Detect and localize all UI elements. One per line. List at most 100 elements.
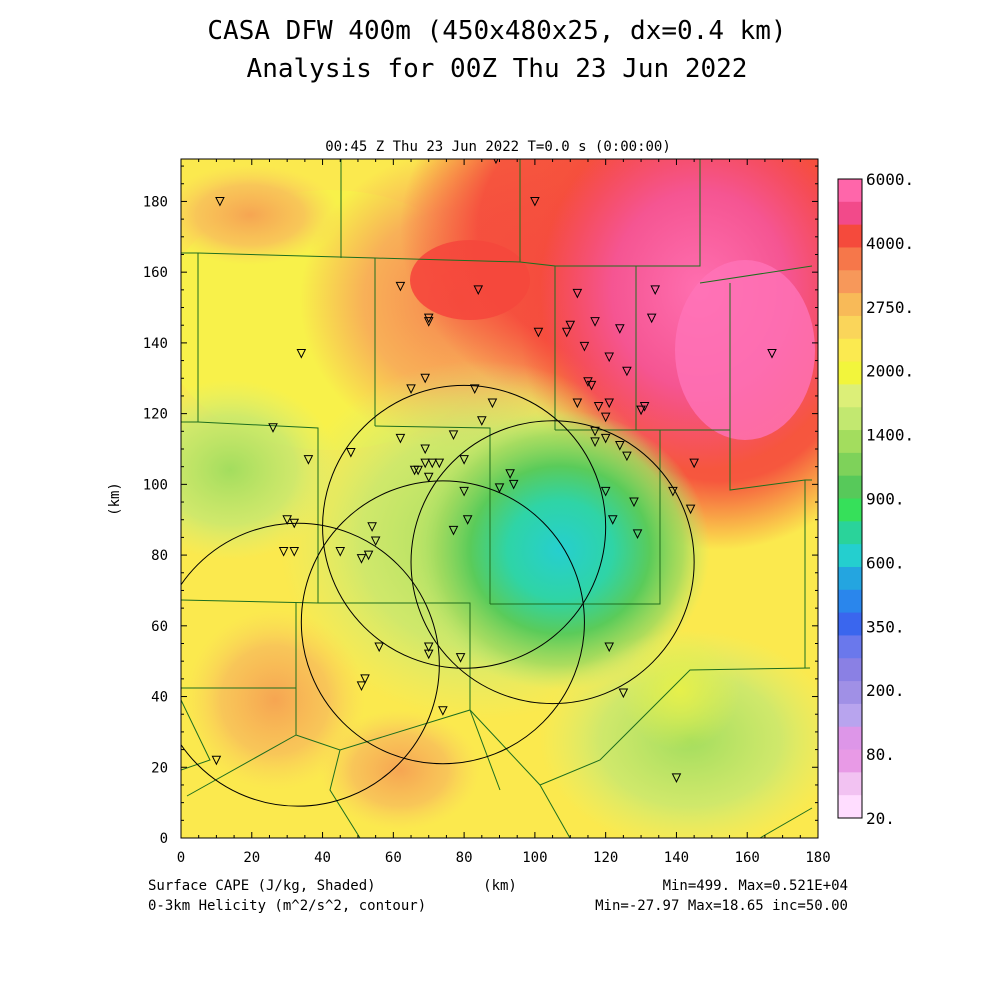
x-tick-label: 80	[456, 850, 473, 866]
radar-ring-0	[410, 420, 695, 705]
colorbar-swatch	[838, 247, 862, 271]
x-axis-label: (km)	[483, 878, 517, 894]
station-marker	[600, 433, 611, 444]
station-marker	[423, 317, 434, 327]
station-marker	[448, 430, 459, 440]
chart-subtitle: Analysis for 00Z Thu 23 Jun 2022	[247, 54, 748, 84]
colorbar-label: 1400.	[866, 426, 914, 445]
station-marker	[278, 547, 289, 557]
colorbar-label: 900.	[866, 490, 905, 509]
station-marker	[455, 653, 466, 663]
x-tick-label: 140	[664, 850, 689, 866]
station-marker	[268, 423, 278, 433]
station-marker	[438, 706, 448, 716]
y-tick-label: 140	[143, 336, 168, 352]
station-marker	[636, 405, 646, 416]
colorbar: 6000. 4000. 2750. 2000. 1400. 900. 600. 350. 200…	[837, 170, 914, 828]
station-marker	[395, 433, 406, 444]
x-tick-label: 0	[177, 850, 185, 866]
station-marker	[335, 547, 346, 557]
county-boundaries	[181, 159, 813, 838]
colorbar-label: 2750.	[866, 298, 914, 317]
y-tick-label: 40	[151, 690, 168, 706]
station-marker	[395, 281, 406, 292]
station-marker	[356, 681, 367, 692]
colorbar-swatch	[838, 407, 862, 431]
station-marker	[469, 384, 480, 394]
colorbar-swatch	[838, 498, 862, 522]
colorbar-label: 4000.	[866, 234, 914, 253]
radar-rings	[181, 384, 695, 807]
station-marker	[586, 380, 597, 391]
station-marker	[561, 327, 572, 338]
station-marker	[427, 458, 438, 469]
x-tick-label: 40	[314, 850, 331, 866]
station-marker	[590, 426, 600, 437]
y-tick-label: 20	[151, 760, 168, 776]
colorbar-swatch	[838, 635, 862, 659]
colorbar-swatch	[838, 179, 862, 203]
colorbar-swatch	[838, 452, 862, 477]
colorbar-swatch	[838, 749, 862, 773]
y-axis: 0 20 40 60 80 100 120 140 160 180	[143, 165, 818, 847]
station-marker	[423, 649, 434, 660]
station-marker	[668, 486, 678, 497]
y-tick-label: 100	[143, 477, 168, 493]
colorbar-swatch	[838, 201, 862, 226]
colorbar-swatch	[838, 361, 862, 385]
colorbar-swatch	[838, 521, 862, 545]
y-tick-label: 120	[143, 407, 168, 423]
x-axis: 0 20 40 60 80 100 120 140 160 180	[177, 159, 831, 866]
station-marker	[650, 285, 661, 295]
station-marker	[572, 288, 583, 299]
station-marker	[434, 458, 445, 469]
station-marker	[211, 755, 222, 766]
station-marker	[303, 455, 314, 465]
footer-helicity-stats: Min=-27.97 Max=18.65 inc=50.00	[595, 898, 848, 914]
colorbar-swatch	[838, 772, 862, 796]
colorbar-label: 600.	[866, 553, 905, 572]
colorbar-swatch	[838, 566, 862, 591]
plot-time-label: 00:45 Z Thu 23 Jun 2022 T=0.0 s (0:00:00…	[325, 139, 671, 155]
station-marker	[282, 515, 292, 525]
station-marker	[420, 444, 430, 455]
x-tick-label: 160	[735, 850, 760, 866]
station-marker	[579, 341, 590, 352]
y-axis-label: (km)	[107, 482, 123, 516]
colorbar-swatch	[838, 224, 862, 248]
station-marker	[629, 497, 639, 508]
station-marker	[593, 402, 604, 412]
station-marker	[604, 352, 615, 363]
station-marker	[590, 317, 600, 327]
chart-title: CASA DFW 400m (450x480x25, dx=0.4 km)	[207, 16, 786, 46]
station-marker	[767, 349, 777, 359]
station-marker	[604, 398, 615, 409]
station-marker	[533, 327, 544, 338]
station-marker	[367, 522, 377, 532]
station-marker	[615, 324, 625, 334]
colorbar-swatch	[838, 315, 862, 340]
colorbar-swatch	[838, 658, 862, 682]
station-marker	[618, 688, 629, 699]
station-marker	[356, 554, 367, 564]
station-marker	[639, 402, 650, 412]
colorbar-label: 6000.	[866, 170, 914, 189]
y-tick-label: 180	[143, 194, 168, 210]
colorbar-frame	[837, 178, 863, 819]
colorbar-swatch	[838, 544, 862, 568]
station-marker	[363, 550, 374, 561]
station-marker	[374, 642, 384, 653]
station-marker	[689, 458, 699, 469]
station-marker	[572, 398, 583, 409]
y-tick-label: 160	[143, 265, 168, 281]
station-markers	[211, 159, 777, 783]
station-marker	[370, 536, 381, 547]
station-marker	[473, 285, 484, 295]
colorbar-swatch	[838, 612, 862, 636]
colorbar-swatch	[838, 795, 862, 819]
station-marker	[423, 472, 434, 483]
radar-ring-3	[300, 480, 585, 765]
colorbar-label: 200.	[866, 681, 905, 700]
station-marker	[604, 642, 615, 653]
